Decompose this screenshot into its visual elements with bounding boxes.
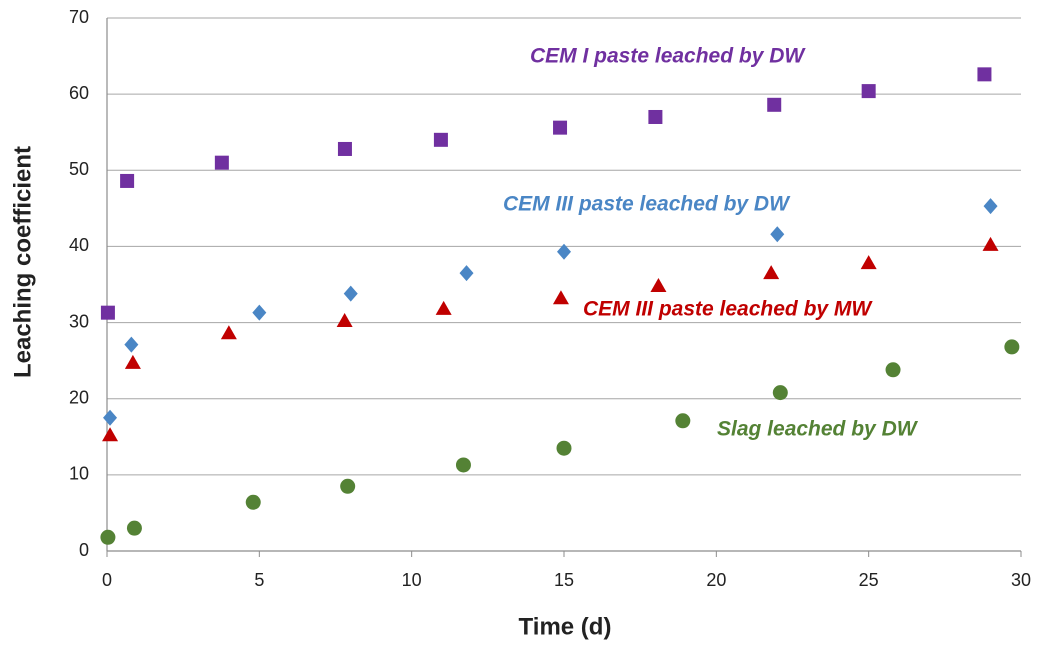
- marker-triangle: [102, 427, 119, 442]
- marker-circle: [675, 413, 691, 429]
- marker-square: [337, 141, 352, 156]
- x-tick-label: 15: [554, 570, 574, 590]
- marker-square: [433, 132, 448, 147]
- y-tick-label: 10: [69, 464, 89, 484]
- marker-diamond: [459, 265, 474, 282]
- x-tick-label: 0: [102, 570, 112, 590]
- marker-circle: [455, 457, 471, 473]
- marker-circle: [340, 478, 356, 494]
- y-tick-label: 40: [69, 235, 89, 255]
- marker-square: [861, 84, 876, 99]
- series-label: CEM III paste leached by DW: [503, 193, 791, 216]
- marker-circle: [885, 362, 901, 378]
- marker-triangle: [124, 354, 141, 369]
- y-axis-title: Leaching coefficient: [9, 146, 36, 378]
- marker-triangle: [763, 265, 780, 280]
- marker-circle: [245, 494, 261, 510]
- marker-circle: [1004, 339, 1020, 355]
- marker-square: [977, 67, 992, 82]
- marker-diamond: [770, 226, 785, 243]
- y-tick-label: 0: [79, 540, 89, 560]
- marker-square: [100, 305, 115, 320]
- marker-diamond: [343, 285, 358, 302]
- x-axis-title: Time (d): [519, 613, 612, 640]
- y-tick-label: 60: [69, 83, 89, 103]
- marker-triangle: [650, 278, 667, 293]
- x-tick-label: 5: [254, 570, 264, 590]
- marker-square: [648, 109, 663, 124]
- marker-diamond: [103, 409, 118, 426]
- series-label: CEM I paste leached by DW: [530, 45, 806, 68]
- y-tick-label: 30: [69, 311, 89, 331]
- marker-diamond: [983, 198, 998, 215]
- series-label: Slag leached by DW: [717, 418, 919, 441]
- marker-triangle: [552, 290, 569, 305]
- marker-square: [214, 155, 229, 170]
- x-tick-label: 25: [859, 570, 879, 590]
- marker-diamond: [252, 304, 267, 321]
- marker-diamond: [124, 336, 139, 353]
- y-tick-label: 50: [69, 159, 89, 179]
- marker-triangle: [860, 255, 877, 270]
- marker-circle: [100, 529, 116, 545]
- marker-square: [553, 120, 568, 135]
- y-tick-label: 70: [69, 7, 89, 27]
- marker-triangle: [336, 313, 353, 328]
- x-tick-label: 10: [402, 570, 422, 590]
- marker-circle: [772, 385, 788, 401]
- x-tick-label: 30: [1011, 570, 1031, 590]
- y-tick-label: 20: [69, 387, 89, 407]
- marker-square: [767, 97, 782, 112]
- marker-triangle: [435, 300, 452, 315]
- marker-circle: [556, 440, 572, 456]
- marker-diamond: [557, 243, 571, 260]
- marker-triangle: [982, 236, 999, 251]
- x-tick-label: 20: [706, 570, 726, 590]
- series-label: CEM III paste leached by MW: [583, 298, 873, 321]
- marker-square: [120, 173, 135, 188]
- marker-triangle: [220, 325, 237, 340]
- marker-circle: [126, 520, 142, 536]
